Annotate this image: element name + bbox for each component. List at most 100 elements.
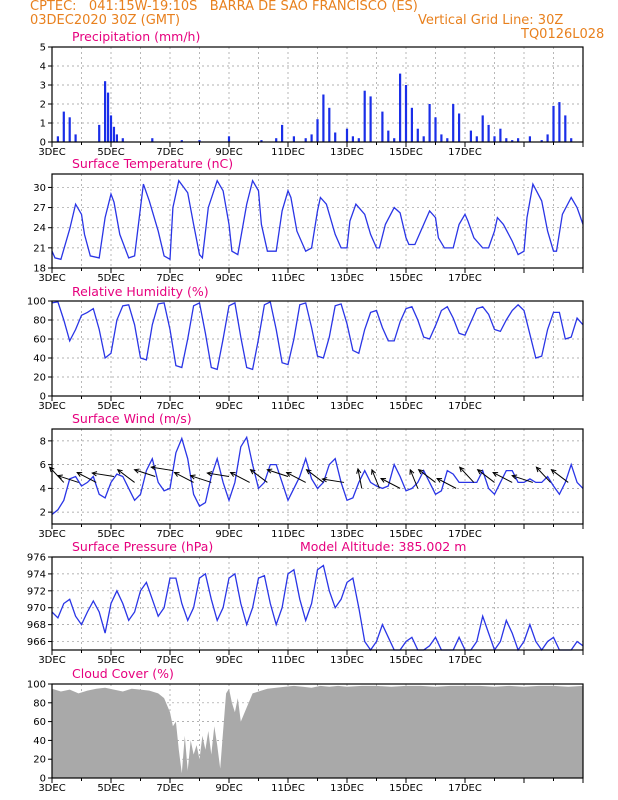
cloud-xtick-label: 13DEC <box>330 783 364 794</box>
precip-bar <box>428 104 431 142</box>
wind-vector-arrowhead <box>436 477 443 483</box>
precip-bar <box>121 138 124 142</box>
precip-xtick-label: 5DEC <box>97 147 124 158</box>
wind-vector-arrowhead <box>285 472 292 477</box>
precip-bar <box>334 132 337 142</box>
precip-bar <box>511 140 514 142</box>
wind-vector <box>174 472 194 483</box>
precip-ytick-label: 4 <box>40 62 46 73</box>
precip-bar <box>416 128 419 142</box>
wind-vector <box>357 468 363 489</box>
wind-vector-arrowhead <box>249 469 256 475</box>
precip-bar <box>180 140 183 142</box>
precip-bar <box>198 140 201 142</box>
wind-vector-arrowhead <box>417 469 424 475</box>
precip-bar <box>410 107 413 142</box>
pressure-ytick-label: 966 <box>27 637 46 648</box>
model-id-header: TQ0126L028 <box>521 27 605 42</box>
precip-xtick-label: 9DEC <box>215 147 242 158</box>
rh-ytick-label: 0 <box>40 392 46 403</box>
run-date-header: 03DEC2020 30Z (GMT) <box>30 13 181 28</box>
precip-xtick-label: 3DEC <box>38 147 65 158</box>
rh-xtick-label: 13DEC <box>330 401 364 412</box>
wind-vector <box>380 478 401 489</box>
precip-panel-title: Precipitation (mm/h) <box>72 29 200 44</box>
wind-vector-arrowhead <box>535 466 542 473</box>
wind-vector <box>92 472 115 477</box>
precip-bar <box>381 111 384 142</box>
pressure-ytick-label: 972 <box>27 586 46 597</box>
precip-ytick-label: 3 <box>40 81 46 92</box>
precip-bar <box>564 115 567 142</box>
precip-ytick-label: 5 <box>40 43 46 54</box>
wind-vector <box>151 466 174 472</box>
pressure-xtick-label: 7DEC <box>156 655 183 666</box>
temp-ytick-label: 21 <box>33 243 46 254</box>
wind-vector <box>512 475 534 483</box>
precip-bar <box>292 136 295 142</box>
precip-bar <box>469 130 472 142</box>
precip-bar <box>517 138 520 142</box>
precip-bar <box>452 104 455 142</box>
precip-bar <box>363 90 366 142</box>
wind-vector <box>76 472 97 483</box>
wind-vector <box>286 472 306 483</box>
wind-vector-arrowhead <box>48 466 55 473</box>
rh-xtick-label: 15DEC <box>389 401 423 412</box>
precip-bar <box>328 107 331 142</box>
cloud-ytick-label: 80 <box>33 698 46 709</box>
precip-bar <box>546 134 549 142</box>
rh-ytick-label: 60 <box>33 335 46 346</box>
precip-bar <box>357 138 360 142</box>
precip-bar <box>98 124 101 142</box>
precip-bar <box>68 117 71 142</box>
rh-ytick-label: 40 <box>33 354 46 365</box>
precip-xtick-label: 15DEC <box>389 147 423 158</box>
wind-panel-title: Surface Wind (m/s) <box>72 411 192 426</box>
wind-vector <box>322 478 345 483</box>
rh-xtick-label: 3DEC <box>38 401 65 412</box>
temp-ytick-label: 18 <box>33 264 46 275</box>
cloud-ytick-label: 40 <box>33 736 46 747</box>
wind-vector <box>207 472 230 477</box>
pressure-ytick-label: 970 <box>27 603 46 614</box>
precip-bar <box>260 140 263 142</box>
rh-series-line <box>51 300 584 371</box>
temp-panel-title: Surface Temperature (nC) <box>72 156 233 171</box>
rh-xtick-label: 5DEC <box>97 401 124 412</box>
wind-vector-arrowhead <box>409 468 415 475</box>
rh-xtick-label: 17DEC <box>448 401 482 412</box>
precip-bar <box>74 134 77 142</box>
precip-bar <box>310 134 313 142</box>
cloud-ytick-label: 0 <box>40 774 46 785</box>
wind-vector <box>551 469 569 483</box>
precip-bar <box>558 102 561 142</box>
temp-xtick-label: 7DEC <box>156 273 183 284</box>
temp-series-line <box>51 178 584 261</box>
cloud-ytick-label: 60 <box>33 717 46 728</box>
pressure-ytick-label: 974 <box>27 569 46 580</box>
cloud-xtick-label: 9DEC <box>215 783 242 794</box>
precip-bar <box>56 136 59 142</box>
precip-bar <box>552 105 555 142</box>
wind-ytick-label: 6 <box>40 460 46 471</box>
temp-xtick-label: 15DEC <box>389 273 423 284</box>
rh-xtick-label: 7DEC <box>156 401 183 412</box>
precip-bar <box>275 138 278 142</box>
wind-vector-arrowhead <box>305 469 312 475</box>
precip-bar <box>369 96 372 142</box>
temp-xtick-label: 13DEC <box>330 273 364 284</box>
wind-vector <box>190 475 212 483</box>
wind-vector <box>134 469 156 477</box>
wind-ytick-label: 2 <box>40 508 46 519</box>
precip-bar <box>281 124 284 142</box>
wind-ytick-label: 8 <box>40 436 46 447</box>
rh-ytick-label: 80 <box>33 316 46 327</box>
precip-bar <box>399 73 402 142</box>
wind-vector-arrowhead <box>511 474 518 480</box>
temp-xtick-label: 3DEC <box>38 273 65 284</box>
precip-bar <box>106 92 110 142</box>
wind-vector <box>409 469 419 489</box>
wind-xtick-label: 13DEC <box>330 529 364 540</box>
